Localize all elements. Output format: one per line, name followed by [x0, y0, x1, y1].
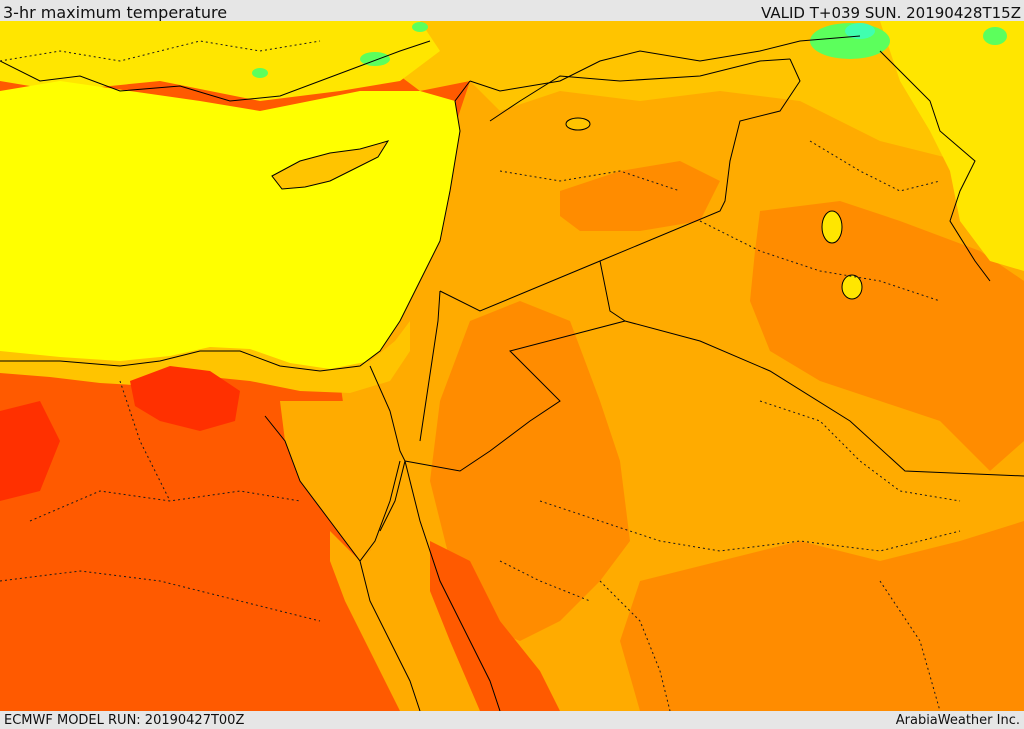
map-canvas — [0, 21, 1024, 711]
field-lightorange-sinai — [280, 401, 400, 561]
field-green-turkey — [360, 52, 390, 66]
cyprus-island — [271, 140, 390, 190]
credit-label: ArabiaWeather Inc. — [895, 713, 1020, 728]
lake-assad — [565, 117, 591, 131]
field-coast-band — [0, 321, 410, 393]
map-footer: ECMWF MODEL RUN: 20190427T00Z ArabiaWeat… — [0, 711, 1024, 729]
model-run-label: ECMWF MODEL RUN: 20190427T00Z — [4, 713, 245, 728]
coastlines — [0, 35, 861, 711]
field-yellow-turkey — [0, 21, 440, 101]
map-title: 3-hr maximum temperature — [3, 3, 228, 22]
national-borders — [369, 50, 1024, 532]
field-darkorange-iraq — [750, 201, 1024, 471]
field-darkorange-se — [620, 521, 1024, 711]
field-red-libya — [0, 401, 60, 501]
field-green-ne — [983, 27, 1007, 45]
valid-time-label: VALID T+039 SUN. 20190428T15Z — [761, 4, 1021, 22]
temperature-map — [0, 21, 1024, 711]
red-sea — [330, 531, 470, 711]
map-header: 3-hr maximum temperature VALID T+039 SUN… — [0, 0, 1024, 22]
field-green-turkey2 — [252, 68, 268, 78]
lake-tharthar — [821, 210, 843, 244]
field-green-turkey3 — [412, 22, 428, 32]
admin-boundaries — [0, 40, 961, 711]
field-darkorange-syria — [560, 161, 720, 231]
field-red-hejaz — [430, 541, 560, 711]
mediterranean-sea — [0, 81, 460, 371]
lake-razazza — [841, 274, 863, 300]
field-yellow-northeast — [880, 21, 1024, 271]
field-red-egypt — [130, 366, 240, 431]
field-cyan-caucasus — [845, 23, 875, 39]
field-darkorange-jordan — [430, 301, 630, 641]
